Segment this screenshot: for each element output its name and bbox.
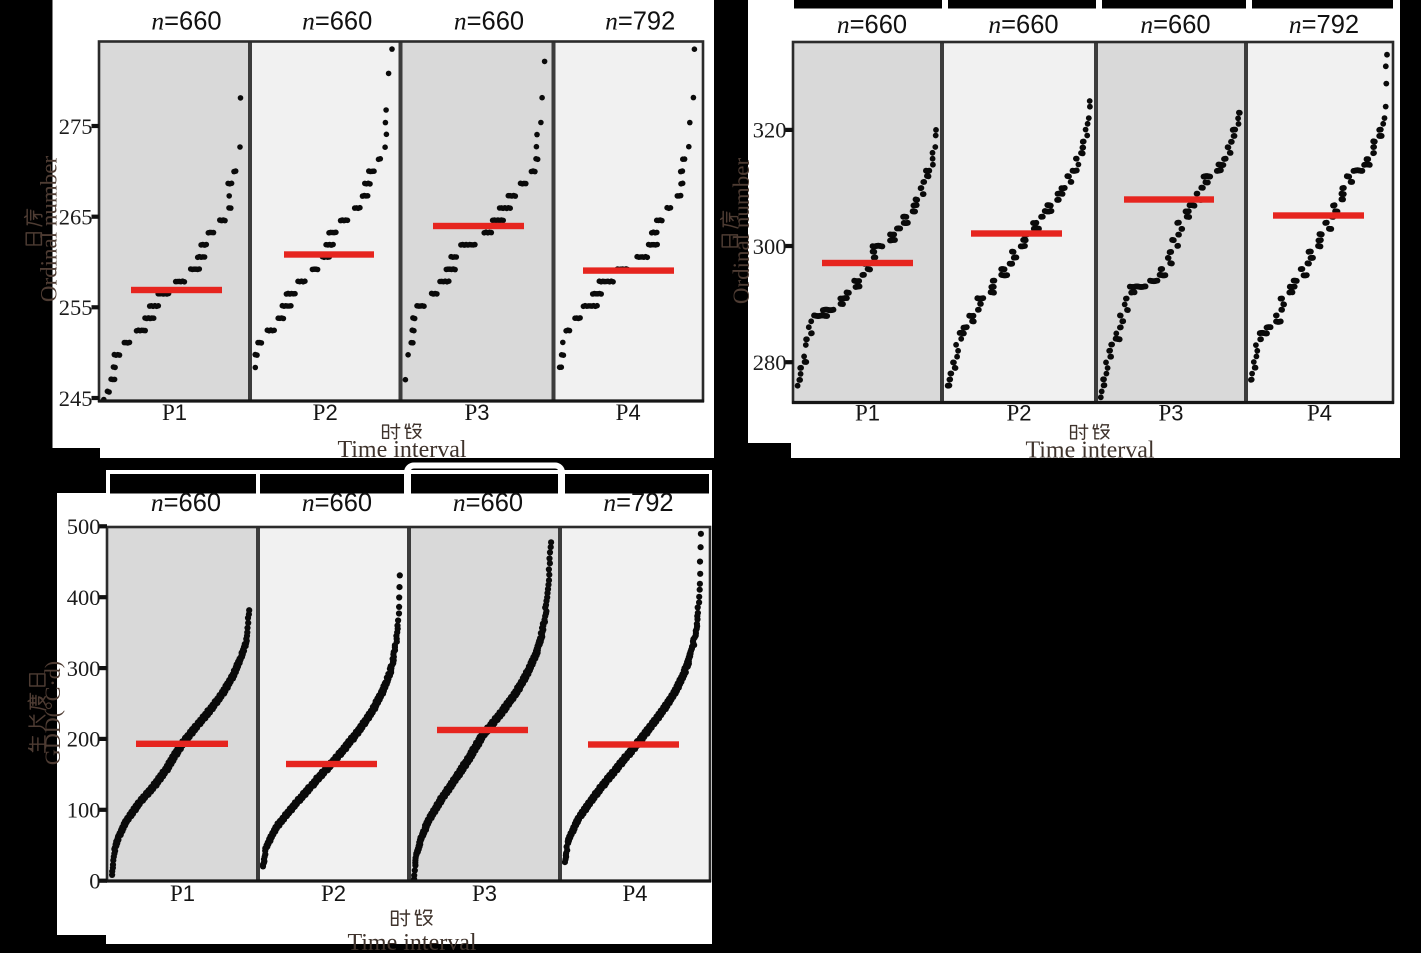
- svg-text:P1: P1: [170, 881, 195, 906]
- svg-text:P2: P2: [1006, 401, 1031, 426]
- svg-text:Time interval: Time interval: [1025, 438, 1154, 464]
- svg-text:P4: P4: [1307, 401, 1332, 426]
- svg-text:P4: P4: [616, 400, 641, 425]
- svg-text:n=660: n=660: [837, 10, 907, 39]
- svg-text:P2: P2: [313, 400, 338, 425]
- svg-text:320: 320: [753, 118, 787, 143]
- svg-text:n=660: n=660: [151, 488, 221, 517]
- svg-text:P2: P2: [321, 881, 346, 906]
- svg-text:P1: P1: [162, 400, 187, 425]
- svg-text:245: 245: [59, 386, 93, 411]
- svg-text:P3: P3: [1158, 401, 1183, 426]
- svg-text:GDD(°C·d): GDD(°C·d): [40, 661, 65, 765]
- svg-text:100: 100: [67, 798, 101, 823]
- svg-text:275: 275: [59, 114, 93, 139]
- svg-text:P3: P3: [472, 881, 497, 906]
- svg-text:400: 400: [67, 585, 101, 610]
- svg-text:n=660: n=660: [302, 7, 372, 36]
- svg-text:P4: P4: [622, 881, 647, 906]
- svg-text:n=792: n=792: [1289, 10, 1359, 39]
- svg-text:200: 200: [67, 727, 101, 752]
- svg-text:300: 300: [67, 656, 101, 681]
- svg-text:n=792: n=792: [603, 488, 673, 517]
- svg-text:Ordinal number: Ordinal number: [37, 156, 62, 303]
- svg-text:P3: P3: [464, 400, 489, 425]
- svg-text:n=660: n=660: [453, 488, 523, 517]
- svg-text:n=660: n=660: [1140, 10, 1210, 39]
- svg-text:Ordinal number: Ordinal number: [729, 158, 754, 305]
- svg-text:n=660: n=660: [151, 7, 221, 36]
- svg-text:P1: P1: [855, 401, 880, 426]
- svg-text:n=660: n=660: [302, 488, 372, 517]
- svg-text:Time interval: Time interval: [347, 930, 476, 953]
- svg-text:500: 500: [67, 514, 101, 539]
- svg-text:n=792: n=792: [605, 7, 675, 36]
- svg-text:300: 300: [753, 234, 787, 259]
- svg-text:n=660: n=660: [988, 10, 1058, 39]
- svg-text:Time interval: Time interval: [337, 437, 466, 463]
- svg-text:n=660: n=660: [454, 7, 524, 36]
- svg-text:265: 265: [59, 205, 93, 230]
- svg-text:255: 255: [59, 295, 93, 320]
- svg-text:0: 0: [89, 869, 100, 894]
- svg-text:280: 280: [753, 350, 787, 375]
